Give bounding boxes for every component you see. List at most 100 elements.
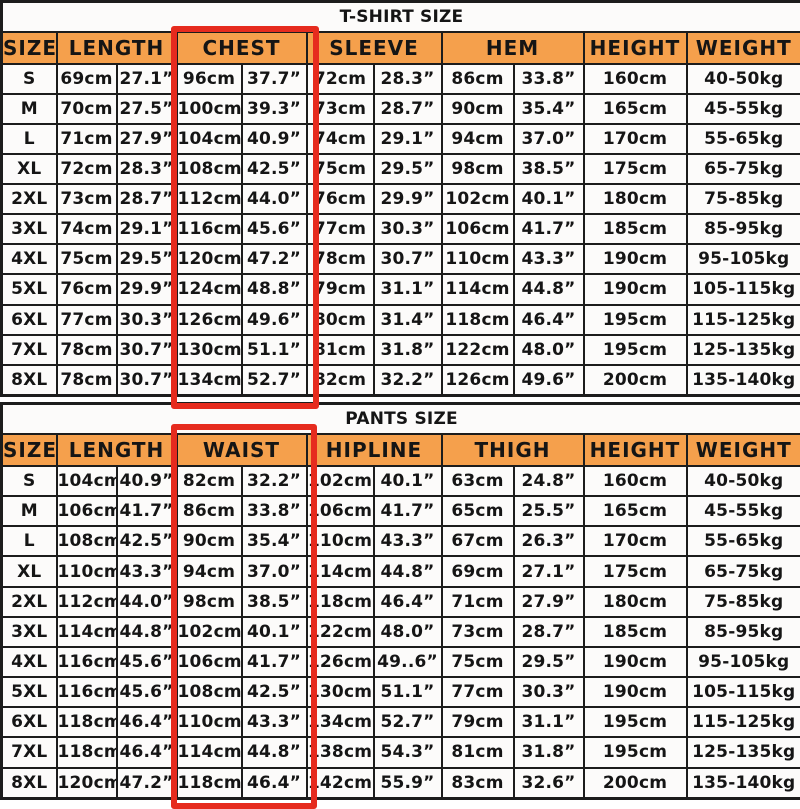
value-cell: 106cm bbox=[177, 647, 242, 677]
value-cell: 190cm bbox=[584, 647, 687, 677]
value-cell: 118cm bbox=[57, 707, 117, 737]
size-label-cell: S bbox=[2, 64, 57, 94]
value-cell: 73cm bbox=[442, 617, 514, 647]
value-cell: 73cm bbox=[57, 184, 117, 214]
value-cell: 48.8” bbox=[242, 274, 307, 304]
value-cell: 110cm bbox=[307, 526, 374, 556]
value-cell: 126cm bbox=[442, 365, 514, 396]
value-cell: 42.5” bbox=[242, 154, 307, 184]
value-cell: 28.7” bbox=[374, 94, 442, 124]
value-cell: 102cm bbox=[442, 184, 514, 214]
value-cell: 142cm bbox=[307, 768, 374, 799]
value-cell: 195cm bbox=[584, 737, 687, 767]
value-cell: 49.6” bbox=[242, 305, 307, 335]
value-cell: 52.7” bbox=[242, 365, 307, 396]
value-cell: 27.5” bbox=[117, 94, 177, 124]
value-cell: 75-85kg bbox=[687, 184, 800, 214]
size-label-cell: L bbox=[2, 124, 57, 154]
value-cell: 69cm bbox=[442, 556, 514, 586]
value-cell: 78cm bbox=[307, 244, 374, 274]
size-label-cell: 3XL bbox=[2, 617, 57, 647]
value-cell: 98cm bbox=[177, 587, 242, 617]
column-group-header-chest: CHEST bbox=[177, 32, 307, 64]
value-cell: 86cm bbox=[442, 64, 514, 94]
value-cell: 78cm bbox=[57, 335, 117, 365]
value-cell: 106cm bbox=[307, 496, 374, 526]
value-cell: 33.8” bbox=[514, 64, 584, 94]
value-cell: 41.7” bbox=[242, 647, 307, 677]
value-cell: 112cm bbox=[177, 184, 242, 214]
value-cell: 31.8” bbox=[374, 335, 442, 365]
value-cell: 118cm bbox=[442, 305, 514, 335]
value-cell: 170cm bbox=[584, 124, 687, 154]
value-cell: 45-55kg bbox=[687, 496, 800, 526]
value-cell: 65-75kg bbox=[687, 556, 800, 586]
value-cell: 38.5” bbox=[514, 154, 584, 184]
value-cell: 102cm bbox=[177, 617, 242, 647]
value-cell: 165cm bbox=[584, 94, 687, 124]
value-cell: 200cm bbox=[584, 365, 687, 396]
value-cell: 30.3” bbox=[374, 214, 442, 244]
value-cell: 138cm bbox=[307, 737, 374, 767]
value-cell: 45.6” bbox=[117, 647, 177, 677]
value-cell: 44.0” bbox=[117, 587, 177, 617]
value-cell: 185cm bbox=[584, 617, 687, 647]
value-cell: 114cm bbox=[307, 556, 374, 586]
value-cell: 124cm bbox=[177, 274, 242, 304]
value-cell: 65cm bbox=[442, 496, 514, 526]
value-cell: 82cm bbox=[177, 466, 242, 496]
value-cell: 96cm bbox=[177, 64, 242, 94]
value-cell: 24.8” bbox=[514, 466, 584, 496]
value-cell: 40.1” bbox=[514, 184, 584, 214]
value-cell: 200cm bbox=[584, 768, 687, 799]
value-cell: 44.8” bbox=[374, 556, 442, 586]
value-cell: 30.7” bbox=[374, 244, 442, 274]
value-cell: 126cm bbox=[307, 647, 374, 677]
value-cell: 104cm bbox=[57, 466, 117, 496]
value-cell: 115-125kg bbox=[687, 305, 800, 335]
column-group-header-waist: WAIST bbox=[177, 434, 307, 466]
value-cell: 77cm bbox=[442, 677, 514, 707]
value-cell: 30.7” bbox=[117, 335, 177, 365]
value-cell: 78cm bbox=[57, 365, 117, 396]
value-cell: 37.7” bbox=[242, 64, 307, 94]
value-cell: 106cm bbox=[57, 496, 117, 526]
value-cell: 116cm bbox=[57, 647, 117, 677]
column-group-header-weight: WEIGHT bbox=[687, 434, 800, 466]
value-cell: 108cm bbox=[177, 677, 242, 707]
value-cell: 26.3” bbox=[514, 526, 584, 556]
value-cell: 41.7” bbox=[374, 496, 442, 526]
size-label-cell: 5XL bbox=[2, 677, 57, 707]
column-group-header-height: HEIGHT bbox=[584, 32, 687, 64]
value-cell: 122cm bbox=[307, 617, 374, 647]
value-cell: 48.0” bbox=[374, 617, 442, 647]
column-group-header-sleeve: SLEEVE bbox=[307, 32, 442, 64]
value-cell: 44.8” bbox=[514, 274, 584, 304]
value-cell: 125-135kg bbox=[687, 335, 800, 365]
value-cell: 51.1” bbox=[242, 335, 307, 365]
value-cell: 75cm bbox=[307, 154, 374, 184]
value-cell: 185cm bbox=[584, 214, 687, 244]
value-cell: 40.1” bbox=[242, 617, 307, 647]
pants-table-title: PANTS SIZE bbox=[2, 404, 800, 435]
value-cell: 175cm bbox=[584, 556, 687, 586]
value-cell: 46.4” bbox=[242, 768, 307, 799]
value-cell: 42.5” bbox=[242, 677, 307, 707]
value-cell: 39.3” bbox=[242, 94, 307, 124]
value-cell: 77cm bbox=[307, 214, 374, 244]
size-label-cell: XL bbox=[2, 154, 57, 184]
column-group-header-weight: WEIGHT bbox=[687, 32, 800, 64]
value-cell: 40-50kg bbox=[687, 64, 800, 94]
value-cell: 135-140kg bbox=[687, 768, 800, 799]
size-label-cell: 2XL bbox=[2, 184, 57, 214]
value-cell: 79cm bbox=[307, 274, 374, 304]
tshirt-table-title: T-SHIRT SIZE bbox=[2, 2, 800, 33]
